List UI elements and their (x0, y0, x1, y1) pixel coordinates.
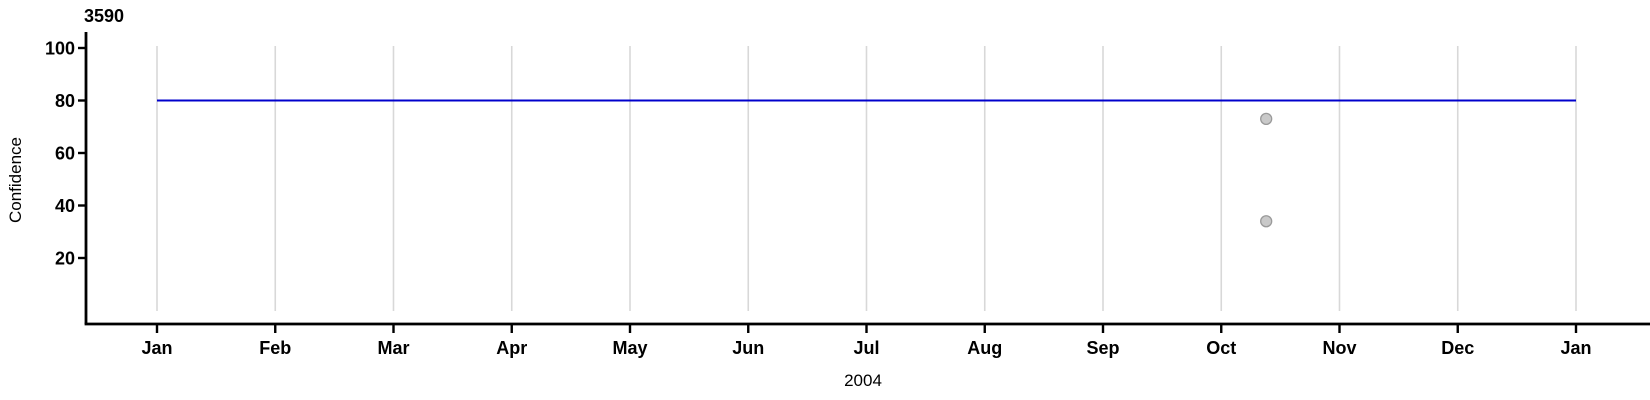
x-tick-label-apr-3: Apr (496, 338, 527, 358)
x-tick-label-jan-0: Jan (141, 338, 172, 358)
chart-title: 3590 (84, 6, 125, 26)
data-point-observations-1 (1260, 215, 1273, 228)
y-tick-label-60: 60 (55, 144, 75, 164)
x-tick-label-jun-5: Jun (732, 338, 764, 358)
y-tick-label-80: 80 (55, 91, 75, 111)
x-tick-label-nov-10: Nov (1322, 338, 1356, 358)
x-tick-label-sep-8: Sep (1086, 338, 1119, 358)
y-tick-label-100: 100 (45, 39, 75, 59)
data-point-observations-0 (1260, 112, 1273, 126)
x-tick-label-aug-7: Aug (967, 338, 1002, 358)
x-tick-label-oct-9: Oct (1206, 338, 1236, 358)
x-tick-label-dec-11: Dec (1441, 338, 1474, 358)
y-tick-label-20: 20 (55, 249, 75, 269)
x-axis-label: 2004 (844, 371, 882, 390)
x-tick-label-jul-6: Jul (853, 338, 879, 358)
x-tick-label-mar-2: Mar (377, 338, 409, 358)
x-tick-label-jan-12: Jan (1560, 338, 1591, 358)
x-tick-label-feb-1: Feb (259, 338, 291, 358)
y-tick-label-40: 40 (55, 196, 75, 216)
x-tick-label-may-4: May (612, 338, 647, 358)
